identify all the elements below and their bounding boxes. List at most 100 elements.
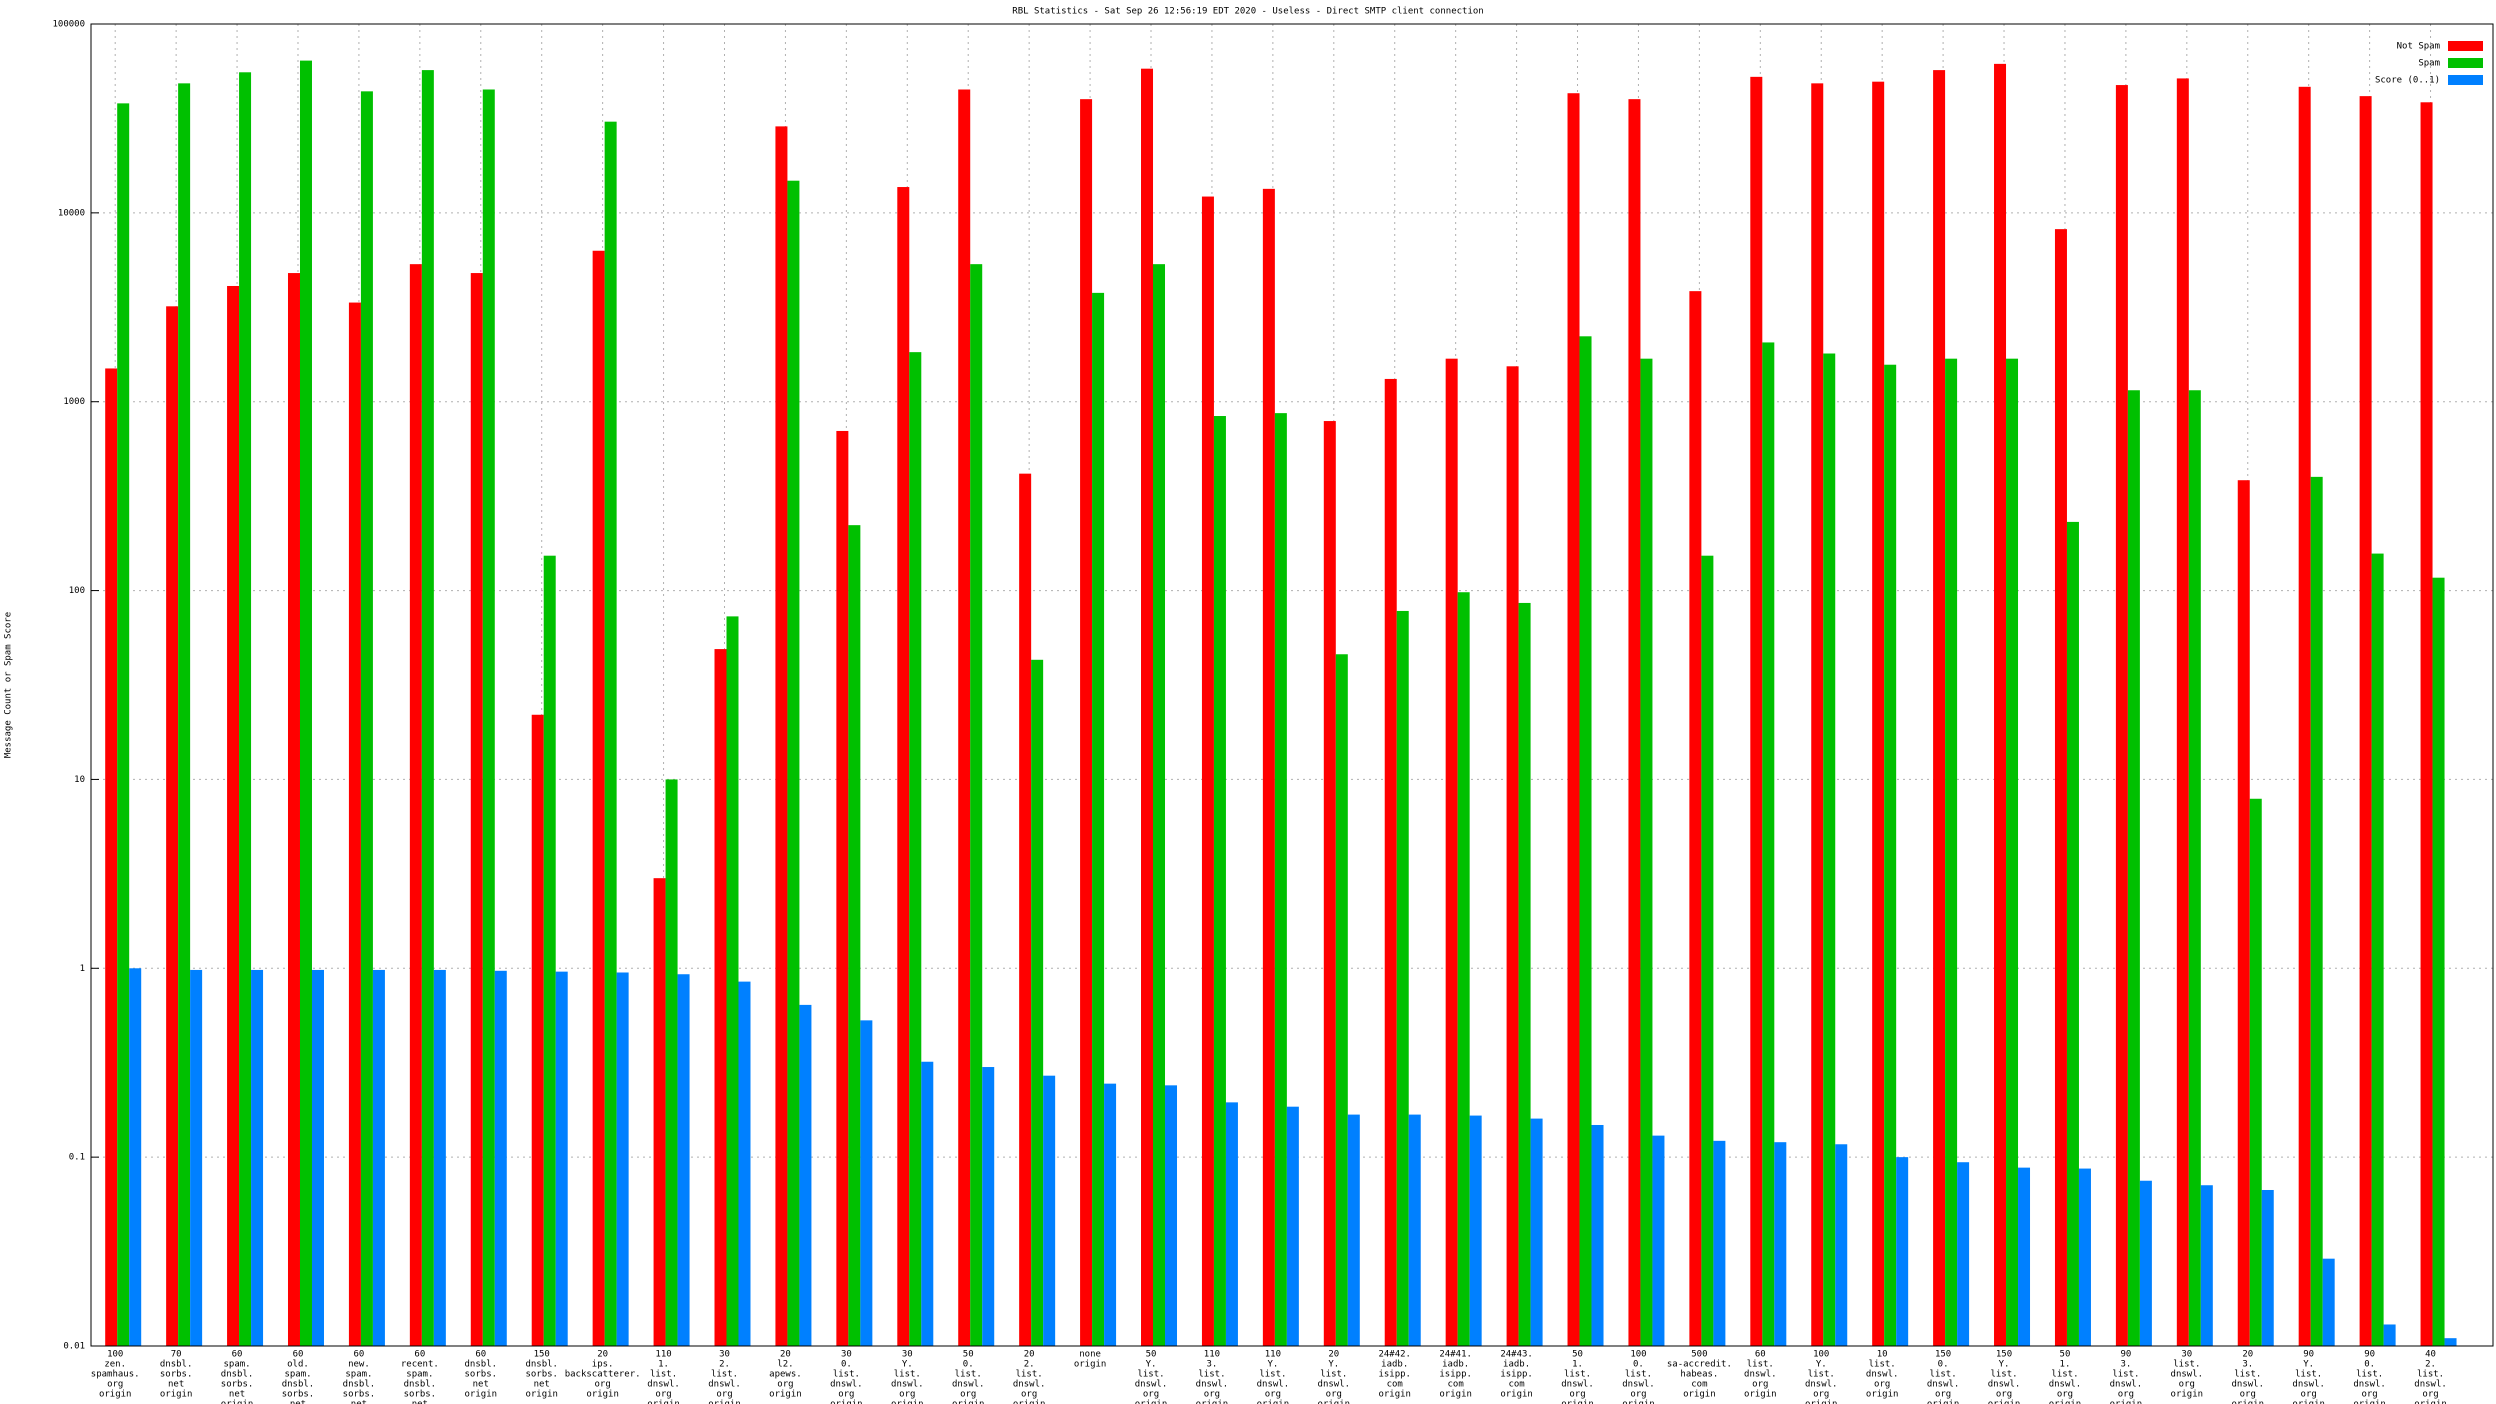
x-tick-label: origin	[2110, 1400, 2143, 1404]
x-tick-label: net	[534, 1380, 550, 1390]
x-tick-label: list.	[955, 1370, 982, 1380]
bar	[2176, 78, 2189, 1347]
x-tick-label: origin	[1196, 1400, 1229, 1404]
x-tick-label: dnswl.	[1013, 1380, 1046, 1390]
x-tick-label: dnswl.	[1135, 1380, 1168, 1390]
x-tick-label: 3.	[2242, 1360, 2253, 1370]
x-tick-label: 60	[414, 1350, 425, 1360]
x-tick-label: spam.	[284, 1370, 311, 1380]
x-tick-label: 24#43.	[1500, 1350, 1533, 1360]
x-tick-label: origin	[1744, 1390, 1777, 1400]
bar	[2420, 102, 2433, 1347]
x-tick-label: 24#42.	[1378, 1350, 1411, 1360]
x-tick-label: list.	[1930, 1370, 1957, 1380]
bar	[1774, 1142, 1787, 1346]
x-tick-label: 3.	[2120, 1360, 2131, 1370]
x-tick-label: org	[655, 1390, 671, 1400]
x-tick-label: 50	[1572, 1350, 1583, 1360]
bar	[2322, 1258, 2335, 1346]
x-tick-label: sorbs.	[525, 1370, 558, 1380]
legend-label: Score (0..1)	[2375, 76, 2440, 86]
bar	[1713, 1140, 1726, 1346]
bar	[1530, 1118, 1543, 1346]
x-tick-label: origin	[891, 1400, 924, 1404]
y-tick-label: 0.1	[69, 1153, 85, 1163]
bar	[287, 273, 300, 1346]
bar	[1652, 1135, 1665, 1346]
x-tick-label: list.	[711, 1370, 738, 1380]
x-tick-label: list.	[1016, 1370, 1043, 1380]
x-tick-label: 3.	[1207, 1360, 1218, 1370]
x-tick-label: apews.	[769, 1370, 802, 1380]
chart-title: RBL Statistics - Sat Sep 26 12:56:19 EDT…	[1012, 7, 1483, 17]
bar	[860, 1020, 873, 1346]
x-tick-label: org	[2057, 1390, 2073, 1400]
bar	[1153, 264, 1166, 1347]
x-tick-label: origin	[708, 1400, 741, 1404]
x-tick-label: org	[2422, 1390, 2438, 1400]
x-tick-label: list.	[2234, 1370, 2261, 1380]
bar	[726, 616, 739, 1346]
bar	[921, 1061, 934, 1346]
x-tick-label: origin	[465, 1390, 498, 1400]
x-tick-label: habeas.	[1680, 1370, 1718, 1380]
y-tick-label: 1000	[63, 397, 85, 407]
x-tick-label: 70	[171, 1350, 182, 1360]
x-tick-label: ips.	[592, 1360, 614, 1370]
bar	[897, 187, 910, 1346]
x-tick-label: origin	[586, 1390, 619, 1400]
x-tick-label: 20	[2242, 1350, 2253, 1360]
x-tick-label: spamhaus.	[91, 1370, 140, 1380]
x-tick-label: org	[1935, 1390, 1951, 1400]
x-tick-label: sorbs.	[221, 1380, 254, 1390]
x-tick-label: com	[1387, 1380, 1403, 1390]
bar	[117, 103, 130, 1347]
bar	[2200, 1185, 2213, 1346]
legend-label: Not Spam	[2397, 42, 2440, 52]
bar	[1689, 291, 1702, 1346]
bar	[2054, 229, 2067, 1346]
x-tick-label: origin	[1866, 1390, 1899, 1400]
x-tick-label: origin	[2171, 1390, 2204, 1400]
x-tick-label: list.	[650, 1370, 677, 1380]
bar	[555, 971, 568, 1346]
bar	[1201, 196, 1214, 1346]
bar	[1811, 83, 1824, 1347]
x-tick-label: 0.	[963, 1360, 974, 1370]
bar	[1884, 364, 1897, 1346]
bar	[409, 264, 422, 1347]
bar	[1994, 63, 2007, 1347]
x-tick-label: org	[1874, 1380, 1890, 1390]
x-tick-label: org	[1204, 1390, 1220, 1400]
x-tick-label: Y.	[1328, 1360, 1339, 1370]
bar	[1286, 1106, 1299, 1346]
x-tick-label: sorbs.	[160, 1370, 193, 1380]
x-tick-label: origin	[2049, 1400, 2082, 1404]
bar	[1872, 81, 1885, 1346]
x-tick-label: origin	[1318, 1400, 1351, 1404]
x-tick-label: dnswl.	[1744, 1370, 1777, 1380]
bar	[1396, 610, 1409, 1346]
bar	[1408, 1114, 1421, 1346]
x-tick-label: 90	[2120, 1350, 2131, 1360]
x-tick-label: new.	[348, 1360, 370, 1370]
bar	[1518, 602, 1531, 1346]
bar	[714, 649, 727, 1346]
x-tick-label: isipp.	[1500, 1370, 1533, 1380]
x-tick-label: Y.	[1267, 1360, 1278, 1370]
bar	[129, 968, 142, 1346]
x-tick-label: org	[960, 1390, 976, 1400]
x-tick-label: 1.	[658, 1360, 669, 1370]
x-tick-label: list.	[1869, 1360, 1896, 1370]
bar	[1957, 1162, 1970, 1346]
x-tick-label: origin	[647, 1400, 680, 1404]
bar	[227, 285, 240, 1346]
x-tick-label: org	[1630, 1390, 1646, 1400]
x-tick-label: dnswl.	[1257, 1380, 1290, 1390]
x-tick-label: recent.	[401, 1360, 439, 1370]
bar	[299, 60, 312, 1347]
bar	[360, 91, 373, 1346]
bar	[1762, 342, 1775, 1346]
x-tick-label: origin	[2231, 1400, 2264, 1404]
bar	[1225, 1102, 1238, 1346]
